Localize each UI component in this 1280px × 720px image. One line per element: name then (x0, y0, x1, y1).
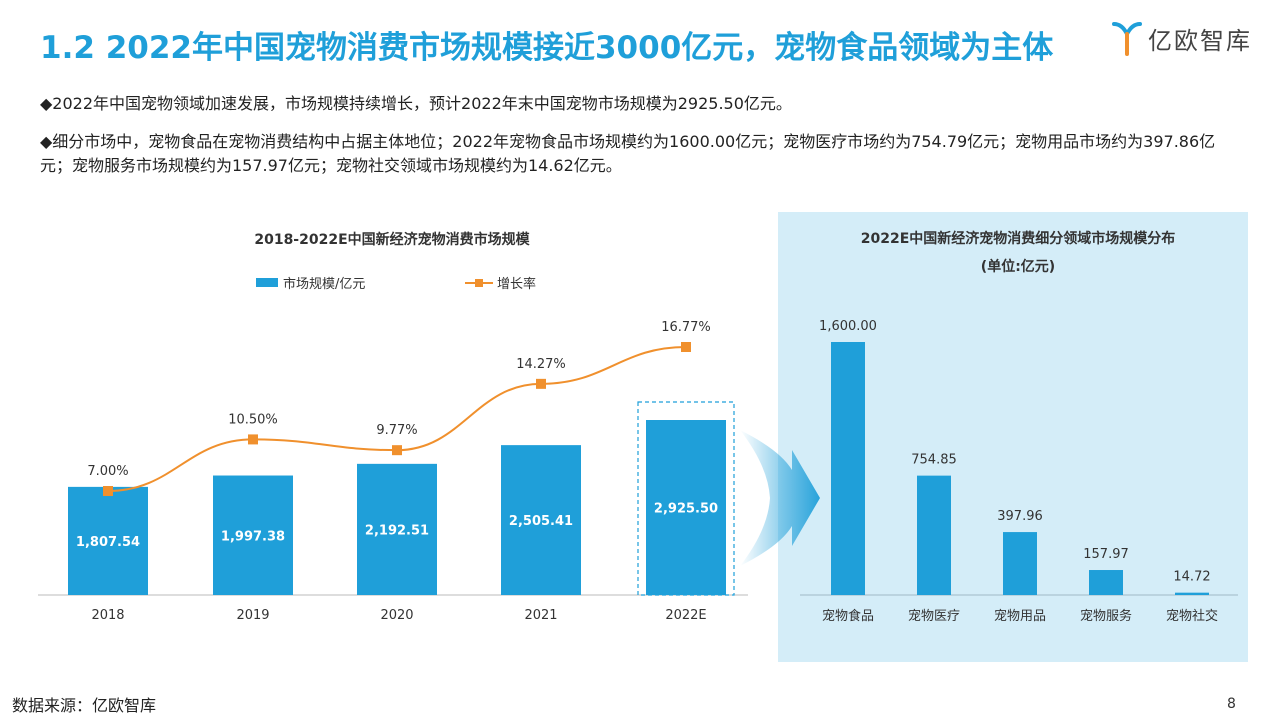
bar (646, 420, 726, 595)
data-source: 数据来源：亿欧智库 (12, 696, 157, 715)
x-tick-label: 宠物医疗 (908, 608, 960, 624)
page-title: 1.2 2022年中国宠物消费市场规模接近3000亿元，宠物食品领域为主体 (40, 30, 1054, 66)
bar-value-label: 1,997.38 (221, 529, 285, 544)
x-tick-label: 宠物服务 (1080, 608, 1132, 624)
bar (357, 463, 437, 595)
bar-value-label: 2,925.50 (654, 502, 718, 517)
growth-rate-label: 7.00% (87, 464, 128, 479)
brand-logo: 亿欧智库 (1112, 18, 1252, 58)
x-tick-label: 2021 (524, 608, 557, 623)
bar-value-label: 397.96 (997, 509, 1043, 524)
bar (1175, 592, 1209, 595)
growth-rate-point (536, 378, 546, 389)
x-tick-label: 2022E (665, 608, 706, 623)
x-tick-label: 2018 (91, 608, 124, 623)
bar (1003, 532, 1037, 595)
yiou-logo-icon (1112, 22, 1142, 56)
x-tick-label: 宠物社交 (1166, 608, 1218, 624)
logo-text: 亿欧智库 (1148, 26, 1252, 55)
segment-distribution-chart: 2022E中国新经济宠物消费细分领域市场规模分布 (单位:亿元) 1,600.00 宠… (800, 230, 1238, 624)
highlight-box (637, 401, 735, 596)
growth-rate-point (392, 445, 402, 456)
growth-rate-label: 14.27% (516, 357, 566, 372)
x-tick-label: 宠物用品 (994, 608, 1046, 624)
bar-value-label: 2,505.41 (509, 514, 573, 529)
growth-rate-label: 16.77% (661, 320, 711, 335)
x-tick-label: 2020 (380, 608, 413, 623)
legend-label-bar: 市场规模/亿元 (283, 276, 365, 292)
growth-rate-label: 10.50% (228, 412, 278, 427)
growth-rate-point (681, 342, 691, 352)
bar-value-label: 1,600.00 (819, 319, 877, 334)
bar-value-label: 754.85 (911, 453, 957, 468)
x-tick-label: 宠物食品 (822, 608, 874, 624)
growth-rate-point (248, 434, 258, 445)
bar (1089, 570, 1123, 595)
bar-value-label: 1,807.54 (76, 535, 140, 550)
bar-value-label: 157.97 (1083, 547, 1129, 562)
legend-swatch-bar (256, 278, 278, 287)
bar (917, 475, 951, 595)
legend-label-line: 增长率 (497, 276, 536, 292)
bullet-text: ◆2022年中国宠物领域加速发展，市场规模持续增长，预计2022年末中国宠物市场… (40, 94, 792, 113)
bullet-text: ◆细分市场中，宠物食品在宠物消费结构中占据主体地位；2022年宠物食品市场规模约… (40, 132, 1216, 175)
chart-title: 2022E中国新经济宠物消费细分领域市场规模分布 (861, 230, 1176, 247)
bar (831, 342, 865, 595)
chart-title: 2018-2022E中国新经济宠物消费市场规模 (254, 231, 530, 248)
x-tick-label: 2019 (236, 608, 269, 623)
legend-marker-line (475, 279, 483, 287)
arrow-connector-icon (740, 430, 820, 566)
bar (213, 475, 293, 595)
growth-rate-label: 9.77% (376, 423, 417, 438)
bar (68, 486, 148, 595)
bar-value-label: 14.72 (1173, 570, 1210, 585)
bar (501, 445, 581, 595)
chart-subtitle: (单位:亿元) (981, 258, 1055, 275)
growth-rate-point (103, 486, 113, 496)
bar-value-label: 2,192.51 (365, 523, 429, 538)
page-number: 8 (1227, 696, 1236, 712)
